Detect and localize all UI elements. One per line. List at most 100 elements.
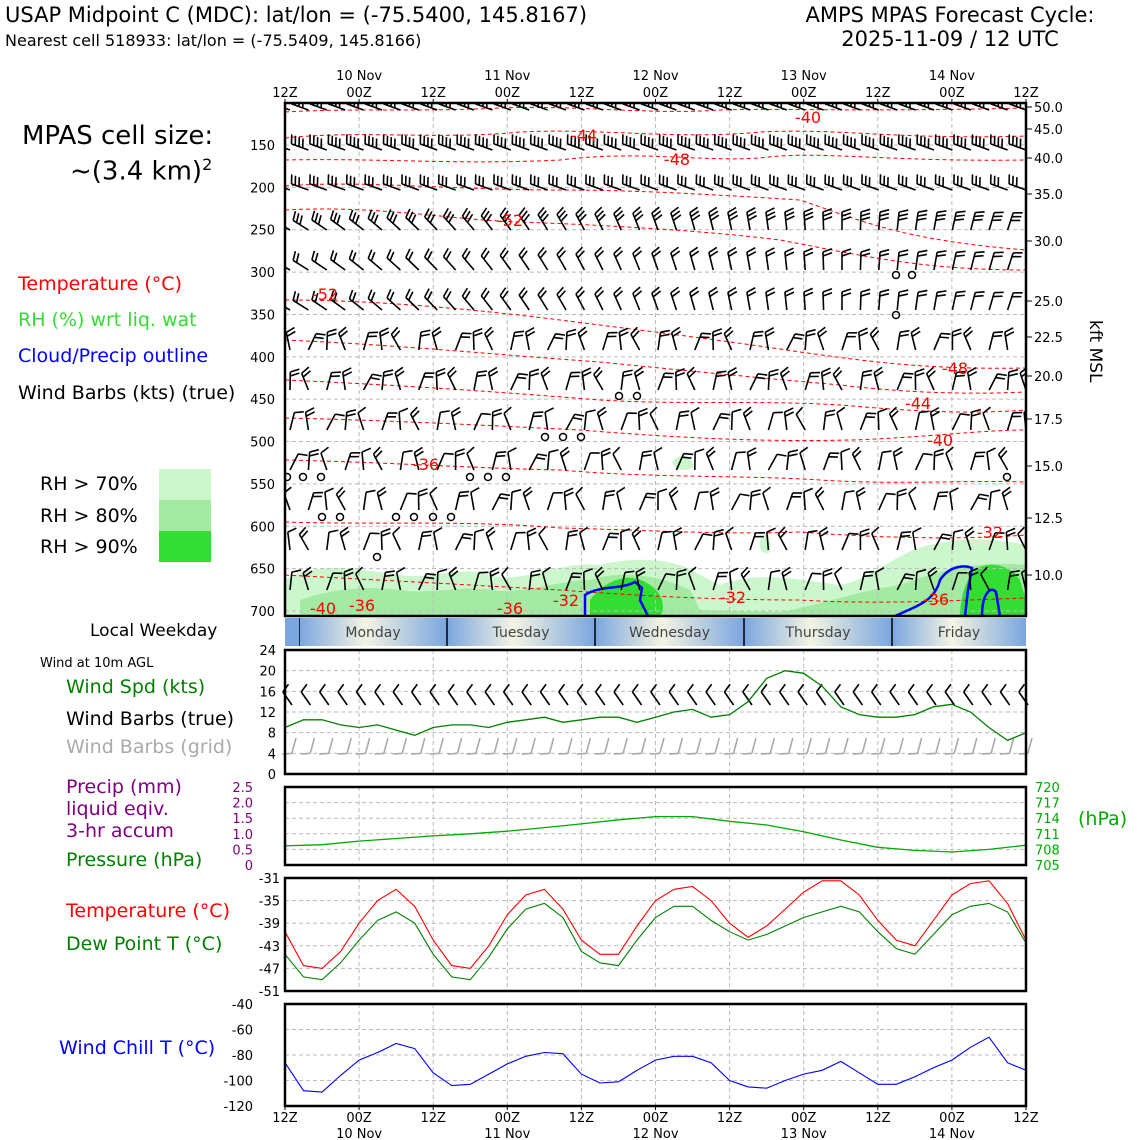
wind-barb-feather (370, 211, 376, 222)
wind-barb (945, 452, 954, 471)
wind-barb (309, 183, 328, 191)
wind-barb-feather (480, 247, 488, 257)
surface-barb-grid-feather (539, 752, 550, 755)
wind-barb (878, 452, 884, 471)
wind-barb (367, 257, 383, 271)
surface-barb-true-feather (668, 683, 676, 693)
wind-barb-feather (955, 214, 965, 218)
wind-barb (766, 531, 770, 551)
wind-barb-feather (841, 252, 852, 257)
wind-barb-feather (727, 366, 737, 374)
wind-barb (689, 292, 696, 311)
wind-barb (781, 572, 788, 591)
wind-barb (565, 413, 576, 431)
surface-barb-true (392, 691, 404, 706)
wind-barb (320, 452, 328, 471)
wind-barb-feather (756, 376, 766, 380)
surface-barb-grid (493, 737, 500, 754)
wind-barb-feather (499, 247, 507, 256)
wind-barb (742, 412, 751, 431)
wind-barb (367, 217, 383, 231)
wind-barb (292, 299, 309, 311)
wind-barb-feather (877, 407, 888, 413)
wind-barb-feather (708, 286, 718, 294)
surface-barb-grid (843, 737, 849, 754)
wind-barb (951, 572, 959, 591)
surface-barb-true-feather (852, 683, 860, 693)
wind-barb (803, 251, 806, 271)
wind-barb (546, 451, 550, 471)
wind-barb (751, 143, 769, 151)
wind-barb-feather (806, 328, 816, 333)
wind-barb (784, 292, 788, 311)
wind-barb-feather (351, 252, 357, 262)
wind-barb-feather (618, 327, 629, 333)
wind-barb-feather (455, 448, 465, 453)
wind-barb-feather (367, 209, 373, 219)
wind-barb (548, 183, 567, 191)
wind-barb-feather (348, 249, 354, 260)
wind-barb-feather (329, 250, 335, 260)
surface-barb-true-feather (374, 683, 382, 693)
wind-barb-feather (930, 406, 940, 414)
pressure-tick-label: 450 (250, 393, 275, 408)
wind-barb (616, 492, 622, 511)
wind-barb-feather (688, 566, 697, 574)
wind-barb (970, 292, 976, 311)
wind-barb (727, 372, 733, 391)
wind-barb (988, 532, 996, 551)
wind-barb-feather (613, 206, 622, 215)
wind-barb-feather (965, 530, 975, 538)
wind-barb-feather (968, 567, 979, 573)
wind-barb (822, 211, 825, 231)
wind-barb (804, 372, 812, 391)
wind-barb-feather (597, 213, 606, 222)
wind-barb (392, 533, 402, 551)
surface-barb-grid (438, 737, 444, 754)
wind-barb-feather (654, 214, 663, 222)
calm-circle (558, 432, 568, 442)
windchill-gridlines (285, 1004, 1026, 1106)
wind-barb (727, 252, 733, 271)
wind-barb-feather (410, 214, 417, 224)
wind-barb-feather (661, 530, 672, 534)
wind-barb-feather (856, 490, 866, 498)
wind-barb (546, 492, 554, 511)
wind-barb-feather (832, 366, 841, 375)
wind-barb (859, 412, 868, 431)
wind-barb (622, 183, 640, 191)
wind-barb-feather (286, 330, 296, 337)
wind-barb-feather (719, 416, 729, 420)
wind-barb-feather (688, 370, 697, 378)
wind-barb (953, 183, 972, 191)
wind-barb (602, 332, 609, 351)
wind-barb-feather (729, 214, 739, 221)
wind-barb-feather (675, 371, 686, 377)
wind-barb-feather (354, 214, 360, 225)
wind-barb-feather (705, 446, 715, 454)
cell-size-exponent: 2 (202, 155, 213, 174)
wind-barb (769, 103, 788, 111)
wind-barb-feather (501, 250, 509, 260)
wind-barb-feather (278, 214, 280, 223)
wind-barb-feather (568, 529, 578, 533)
wind-barb-feather (274, 252, 276, 261)
wind-barb-feather (351, 292, 357, 302)
wind-barb (840, 451, 843, 471)
wind-barb (438, 143, 456, 151)
wind-barb-feather (564, 491, 574, 497)
wind-barb-feather (707, 450, 716, 458)
wind-barb-feather (803, 207, 814, 213)
wind-barb-feather (974, 254, 984, 258)
wind-barb-feather (725, 526, 734, 534)
calm-circle (298, 472, 308, 482)
wind-barb-feather (442, 247, 449, 258)
wind-barb-feather (320, 446, 329, 454)
wind-barb-feather (753, 330, 764, 334)
wind-barb-feather (480, 207, 488, 217)
wind-barb-feather (532, 415, 543, 418)
wind-barb-feather (784, 207, 794, 213)
wind-gridlines (285, 650, 1026, 774)
wind-barb-feather (671, 290, 681, 298)
